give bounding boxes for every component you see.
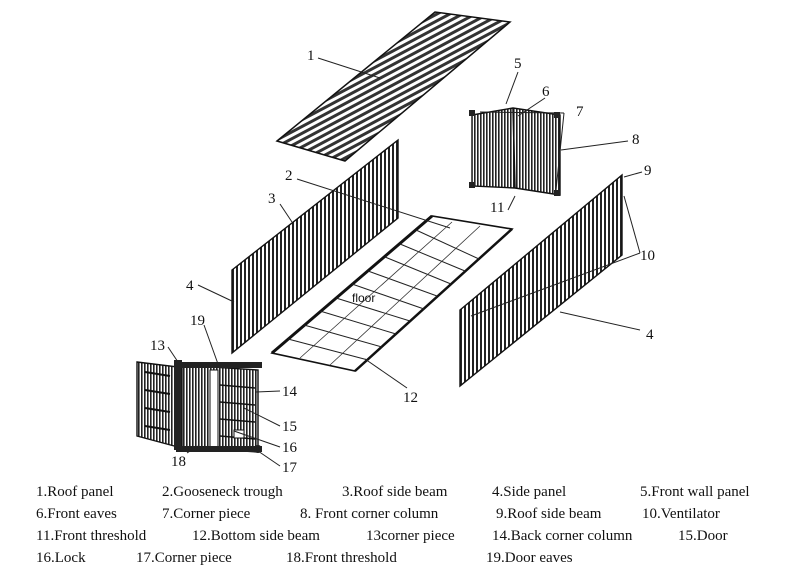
- callout-19: 19: [190, 313, 205, 329]
- roof-panel: [275, 11, 512, 162]
- callout-6: 6: [542, 84, 550, 100]
- callout-13: 13: [150, 338, 165, 354]
- front-wall-panel: [469, 107, 561, 196]
- callout-8: 8: [632, 132, 640, 148]
- callout-5: 5: [514, 56, 522, 72]
- legend-item: 5.Front wall panel: [640, 484, 750, 500]
- legend-item: 16.Lock: [36, 550, 86, 566]
- legend-row: 11.Front threshold 12.Bottom side beam 1…: [0, 526, 800, 546]
- legend-item: 10.Ventilator: [642, 506, 720, 522]
- callout-10: 10: [640, 248, 655, 264]
- legend-item: 12.Bottom side beam: [192, 528, 320, 544]
- left-side-panel: [231, 138, 399, 355]
- callout-1: 1: [307, 48, 315, 64]
- legend-item: 7.Corner piece: [162, 506, 251, 522]
- legend-item: 9.Roof side beam: [496, 506, 602, 522]
- callout-11: 11: [490, 200, 504, 216]
- legend-item: 3.Roof side beam: [342, 484, 448, 500]
- callout-4-right: 4: [646, 327, 654, 343]
- callout-17: 17: [282, 460, 298, 476]
- legend-item: 13corner piece: [366, 528, 455, 544]
- door-end-frame: [136, 360, 262, 453]
- callout-3: 3: [268, 191, 276, 207]
- legend-item: 8. Front corner column: [300, 506, 439, 522]
- legend-item: 15.Door: [678, 528, 728, 544]
- floor: [270, 214, 514, 372]
- callout-14: 14: [282, 384, 298, 400]
- callout-12: 12: [403, 390, 418, 406]
- legend-item: 18.Front threshold: [286, 550, 397, 566]
- legend-row: 1.Roof panel 2.Gooseneck trough 3.Roof s…: [0, 482, 800, 502]
- callout-18: 18: [171, 454, 186, 470]
- leader-lines: [167, 57, 643, 467]
- floor-label: floor: [352, 291, 375, 305]
- callout-4-left: 4: [186, 278, 194, 294]
- callout-7: 7: [576, 104, 584, 120]
- legend-item: 6.Front eaves: [36, 506, 117, 522]
- container-exploded-diagram: floor: [136, 11, 655, 476]
- callout-15: 15: [282, 419, 297, 435]
- callout-numbers: 1 2 3 4 5 6 7 8 9 10 11 12 13 14 15 16 1…: [150, 48, 655, 476]
- callout-16: 16: [282, 440, 298, 456]
- legend-item: 14.Back corner column: [492, 528, 633, 544]
- parts-legend: 1.Roof panel 2.Gooseneck trough 3.Roof s…: [0, 482, 800, 578]
- legend-item: 17.Corner piece: [136, 550, 232, 566]
- right-side-panel: [459, 173, 623, 388]
- legend-item: 4.Side panel: [492, 484, 567, 500]
- legend-item: 19.Door eaves: [486, 550, 573, 566]
- legend-row: 6.Front eaves 7.Corner piece 8. Front co…: [0, 504, 800, 524]
- callout-2: 2: [285, 168, 293, 184]
- callout-9: 9: [644, 163, 652, 179]
- legend-item: 1.Roof panel: [36, 484, 114, 500]
- legend-item: 11.Front threshold: [36, 528, 147, 544]
- legend-item: 2.Gooseneck trough: [162, 484, 283, 500]
- legend-row: 16.Lock 17.Corner piece 18.Front thresho…: [0, 548, 800, 568]
